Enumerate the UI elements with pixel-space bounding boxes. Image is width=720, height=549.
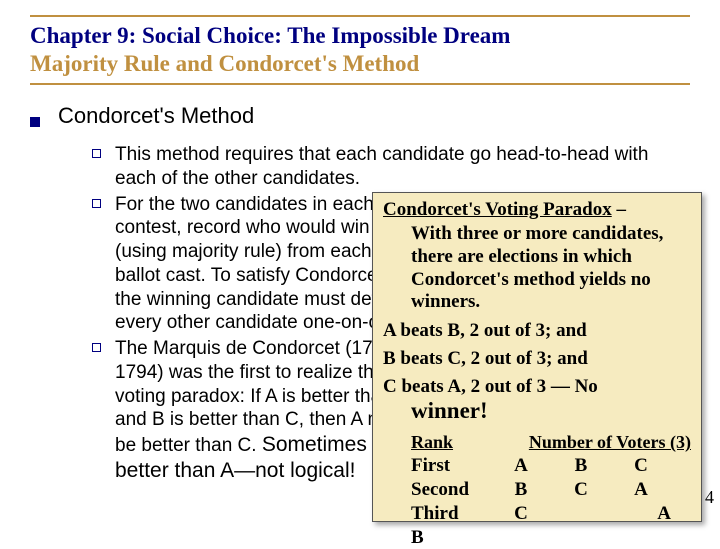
paradox-line: A beats B, 2 out of 3; and bbox=[383, 320, 691, 342]
list-item-text: This method requires that each candidate… bbox=[115, 143, 690, 191]
table-cell: C bbox=[551, 479, 611, 501]
table-row: Second B C A bbox=[411, 479, 691, 501]
hollow-square-icon bbox=[92, 343, 101, 352]
table-cell: C bbox=[491, 503, 551, 525]
rule-mid bbox=[30, 83, 690, 85]
table-cell: C bbox=[611, 455, 671, 477]
table-cell: Third bbox=[411, 503, 491, 525]
hollow-square-icon bbox=[92, 149, 101, 158]
section-heading: Condorcet's Method bbox=[58, 103, 254, 129]
table-cell: A bbox=[611, 503, 671, 525]
paradox-line: C beats A, 2 out of 3 — No bbox=[383, 376, 691, 398]
rule-top bbox=[30, 15, 690, 17]
table-header-row: Rank Number of Voters (3) bbox=[411, 432, 691, 453]
chapter-title: Chapter 9: Social Choice: The Impossible… bbox=[30, 23, 690, 49]
table-row: Third C A bbox=[411, 503, 691, 525]
square-bullet-icon bbox=[30, 117, 40, 127]
paradox-line: B beats C, 2 out of 3; and bbox=[383, 348, 691, 370]
slide: Chapter 9: Social Choice: The Impossible… bbox=[0, 0, 720, 540]
paradox-dash: – bbox=[612, 199, 626, 220]
table-cell: A bbox=[611, 479, 671, 501]
section-row: Condorcet's Method bbox=[30, 103, 690, 129]
page-number: 4 bbox=[705, 487, 714, 508]
table-header: Rank bbox=[411, 432, 491, 453]
paradox-box: Condorcet's Voting Paradox – With three … bbox=[372, 192, 702, 522]
table-cell: First bbox=[411, 455, 491, 477]
table-cell bbox=[551, 503, 611, 525]
hollow-square-icon bbox=[92, 199, 101, 208]
table-cell: Second bbox=[411, 479, 491, 501]
paradox-nowinner: winner! bbox=[411, 398, 691, 424]
table-header: Number of Voters (3) bbox=[491, 432, 691, 453]
list-item-text: For the two candidates in each contest, … bbox=[115, 193, 415, 336]
paradox-definition: With three or more candidates, there are… bbox=[411, 223, 691, 314]
table-row: B bbox=[411, 527, 691, 549]
list-item-text: The Marquis de Condorcet (1743 – 1794) w… bbox=[115, 337, 415, 485]
paradox-table: Rank Number of Voters (3) First A B C Se… bbox=[411, 432, 691, 549]
paradox-title-row: Condorcet's Voting Paradox – bbox=[383, 199, 691, 221]
table-row: First A B C bbox=[411, 455, 691, 477]
list-item: This method requires that each candidate… bbox=[92, 143, 690, 191]
table-cell: A bbox=[491, 455, 551, 477]
table-cell: B bbox=[491, 479, 551, 501]
subtitle: Majority Rule and Condorcet's Method bbox=[30, 51, 690, 77]
table-cell: B bbox=[551, 455, 611, 477]
paradox-title: Condorcet's Voting Paradox bbox=[383, 199, 612, 220]
table-cell: B bbox=[411, 527, 431, 549]
